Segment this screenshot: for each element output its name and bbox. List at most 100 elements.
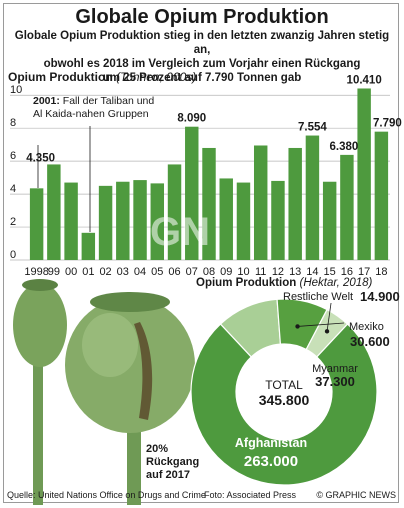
pie-chart-unit: (Hektar, 2018) (299, 277, 373, 289)
bar-chart-title-text: Opium Produktion (8, 70, 113, 84)
pie-chart-title-text: Opium Produktion (196, 277, 297, 289)
annotation-2001: 2001: Fall der Taliban und Al Kaida-nahe… (33, 95, 154, 121)
bar (98, 185, 113, 260)
x-tick-label: 03 (117, 266, 129, 278)
pod-stem-left (33, 360, 43, 505)
bar (374, 131, 389, 260)
pie-label-restliche-welt: Restliche Welt (283, 291, 353, 303)
bar-chart-unit: (Tonnen, 000s) (116, 70, 197, 84)
brand-credit: © GRAPHIC NEWS (316, 490, 396, 500)
subtitle-line-1: Globale Opium Produktion stieg in den le… (14, 30, 390, 56)
x-tick-label: 06 (168, 266, 180, 278)
bar (322, 181, 337, 260)
x-tick-label: 09 (220, 266, 232, 278)
bar (150, 183, 165, 260)
source-credit: Quelle: United Nations Office on Drugs a… (7, 490, 206, 500)
x-tick-label: 13 (289, 266, 301, 278)
subtitle-line-3: um 25 Prozent auf 7.790 Tonnen gab (102, 72, 302, 84)
pie-leader-line (326, 302, 332, 332)
x-tick-label: 16 (341, 266, 353, 278)
x-tick-label: 01 (82, 266, 94, 278)
y-tick-label: 0 (10, 249, 16, 261)
pie-label-afghanistan: Afghanistan (235, 436, 307, 450)
bar (116, 181, 130, 260)
pie-value-afghanistan: 263.000 (244, 453, 298, 470)
bar (219, 178, 233, 260)
decline-note-2: Rückgang (146, 456, 199, 468)
pod-small-crown (22, 279, 58, 291)
y-tick-label: 4 (10, 183, 16, 195)
bar-chart-title: Opium Produktion (Tonnen, 000s) (8, 70, 196, 84)
bar (305, 135, 320, 260)
x-tick-label: 10 (237, 266, 249, 278)
bar (253, 145, 268, 260)
bar (236, 182, 251, 260)
value-label: 8.090 (177, 113, 206, 125)
pod-small-body (13, 283, 67, 367)
value-label: 4.350 (26, 152, 55, 164)
photo-credit: Foto: Associated Press (204, 490, 297, 500)
x-tick-label: 08 (203, 266, 215, 278)
decline-note-1: 20% (146, 443, 168, 455)
main-title: Globale Opium Produktion (75, 6, 329, 28)
x-tick-label: 15 (324, 266, 336, 278)
pod-large-highlight (82, 313, 138, 377)
pie-total-value: 345.800 (259, 392, 310, 408)
pie-chart (190, 298, 378, 486)
bar (64, 182, 78, 260)
x-tick-label: 07 (186, 266, 198, 278)
annotation-2001-line1-rest: Fall der Taliban und (59, 95, 155, 107)
annotation-2001-line1: 2001: Fall der Taliban und (33, 95, 154, 108)
x-tick-label: 05 (151, 266, 163, 278)
x-tick-label: 14 (306, 266, 318, 278)
watermark-gn: GN (150, 210, 210, 254)
bar (47, 164, 61, 260)
x-tick-label: 1998 (24, 266, 48, 278)
pie-value-myanmar: 37.300 (315, 374, 355, 389)
pie-value-restliche-welt: 14.900 (360, 289, 400, 304)
x-tick-label: 00 (65, 266, 77, 278)
pie-center (236, 344, 332, 440)
bar (29, 188, 44, 260)
bar (357, 88, 371, 261)
pie-total-label: TOTAL (265, 378, 303, 392)
pie-chart-title: Opium Produktion (Hektar, 2018) (196, 277, 372, 289)
poppy-pod-photo (13, 279, 195, 505)
bar (271, 180, 285, 260)
pod-large-crown (90, 292, 170, 312)
value-label: 7.790 (373, 118, 402, 130)
bar (167, 164, 182, 260)
pod-stem-right (127, 415, 141, 505)
x-tick-label: 18 (375, 266, 387, 278)
bar (288, 147, 302, 260)
x-tick-label: 04 (134, 266, 146, 278)
annotation-2001-year: 2001: (33, 95, 60, 107)
subtitle: Globale Opium Produktion stieg in den le… (6, 29, 398, 85)
x-tick-label: 02 (99, 266, 111, 278)
y-tick-label: 2 (10, 216, 16, 228)
bar-annotations (37, 126, 91, 232)
pie-leader-line (297, 322, 345, 327)
bar (202, 147, 216, 260)
value-label: 10.410 (347, 74, 382, 86)
x-tick-label: 99 (48, 266, 60, 278)
x-tick-label: 12 (272, 266, 284, 278)
infographic-frame (3, 3, 399, 503)
annotation-2001-line2: Al Kaida-nahen Gruppen (33, 108, 149, 120)
decline-note-3: auf 2017 (146, 469, 190, 481)
x-tick-label: 17 (358, 266, 370, 278)
bar (340, 154, 354, 260)
pie-label-mexiko: Mexiko (349, 321, 384, 333)
value-label: 6.380 (330, 141, 359, 153)
y-tick-label: 8 (10, 117, 16, 129)
bar (133, 180, 147, 260)
y-tick-label: 10 (10, 84, 22, 96)
y-tick-label: 6 (10, 150, 16, 162)
pie-label-myanmar: Myanmar (312, 363, 358, 375)
bar (185, 126, 199, 261)
value-label: 7.554 (298, 122, 327, 134)
pod-incision (134, 322, 153, 420)
